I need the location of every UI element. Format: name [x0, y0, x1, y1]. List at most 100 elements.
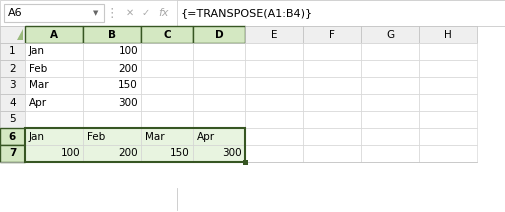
Text: B: B — [108, 29, 116, 39]
Bar — [244, 60, 302, 77]
Text: Mar: Mar — [145, 131, 164, 141]
Text: 100: 100 — [118, 46, 138, 57]
Bar — [302, 26, 360, 43]
Bar — [141, 111, 192, 128]
Bar — [0, 94, 25, 111]
Text: 3: 3 — [9, 81, 16, 91]
Bar — [141, 43, 192, 60]
Polygon shape — [17, 29, 23, 40]
Bar — [192, 60, 244, 77]
Bar — [192, 128, 244, 145]
Bar — [360, 26, 418, 43]
Bar — [418, 60, 476, 77]
Text: 4: 4 — [9, 98, 16, 107]
Bar — [244, 94, 302, 111]
Bar — [25, 60, 83, 77]
Bar — [25, 128, 244, 162]
Text: 100: 100 — [60, 148, 80, 159]
Bar — [25, 77, 83, 94]
Text: ✓: ✓ — [142, 8, 150, 18]
Bar — [83, 43, 141, 60]
Bar — [360, 94, 418, 111]
Bar — [360, 128, 418, 145]
Bar — [83, 111, 141, 128]
Text: Feb: Feb — [29, 64, 47, 74]
Bar — [0, 43, 25, 60]
Bar — [192, 145, 244, 162]
Text: 200: 200 — [118, 64, 138, 74]
Bar — [192, 94, 244, 111]
Text: 200: 200 — [118, 148, 138, 159]
Text: A6: A6 — [8, 8, 23, 18]
Bar — [242, 160, 247, 165]
Bar — [25, 94, 83, 111]
Bar — [25, 26, 83, 43]
Bar — [244, 128, 302, 145]
Bar — [302, 43, 360, 60]
Bar — [418, 43, 476, 60]
Bar — [141, 26, 192, 43]
Bar — [302, 111, 360, 128]
Bar — [418, 145, 476, 162]
Bar — [302, 77, 360, 94]
Bar — [25, 43, 83, 60]
Bar — [360, 60, 418, 77]
Text: Apr: Apr — [29, 98, 47, 107]
Text: 7: 7 — [9, 148, 16, 159]
Bar — [141, 128, 192, 145]
Bar — [192, 43, 244, 60]
Text: ✕: ✕ — [126, 8, 134, 18]
Bar — [302, 94, 360, 111]
Text: 300: 300 — [118, 98, 138, 107]
Bar — [0, 77, 25, 94]
Bar — [83, 60, 141, 77]
Bar — [141, 145, 192, 162]
Bar — [4, 4, 104, 22]
Text: ⋮: ⋮ — [106, 7, 118, 20]
Text: 150: 150 — [118, 81, 138, 91]
Text: 2: 2 — [9, 64, 16, 74]
Bar — [244, 43, 302, 60]
Bar — [302, 60, 360, 77]
Text: A: A — [50, 29, 58, 39]
Bar — [302, 145, 360, 162]
Text: Apr: Apr — [196, 131, 215, 141]
Text: Feb: Feb — [87, 131, 105, 141]
Bar — [360, 43, 418, 60]
Bar — [244, 145, 302, 162]
Text: 6: 6 — [9, 131, 16, 141]
Text: E: E — [270, 29, 277, 39]
Text: 1: 1 — [9, 46, 16, 57]
Bar — [141, 60, 192, 77]
Text: 150: 150 — [170, 148, 189, 159]
Text: {=TRANSPOSE(A1:B4)}: {=TRANSPOSE(A1:B4)} — [181, 8, 313, 18]
Text: Jan: Jan — [29, 131, 45, 141]
Bar — [25, 111, 83, 128]
Text: F: F — [328, 29, 334, 39]
Bar — [83, 94, 141, 111]
Text: Jan: Jan — [29, 46, 45, 57]
Bar — [141, 94, 192, 111]
Bar — [360, 77, 418, 94]
Text: D: D — [214, 29, 223, 39]
Bar — [0, 60, 25, 77]
Bar — [244, 111, 302, 128]
Bar — [192, 77, 244, 94]
Bar — [0, 111, 25, 128]
Bar — [83, 26, 141, 43]
Bar — [244, 26, 302, 43]
Bar — [25, 145, 83, 162]
Bar — [0, 0, 505, 26]
Bar — [83, 77, 141, 94]
Text: G: G — [385, 29, 393, 39]
Bar — [418, 26, 476, 43]
Text: C: C — [163, 29, 171, 39]
Bar — [0, 26, 25, 43]
Text: Mar: Mar — [29, 81, 48, 91]
Bar — [418, 94, 476, 111]
Bar — [244, 77, 302, 94]
Bar — [192, 111, 244, 128]
Text: 300: 300 — [222, 148, 241, 159]
Bar — [302, 128, 360, 145]
Bar — [177, 0, 505, 26]
